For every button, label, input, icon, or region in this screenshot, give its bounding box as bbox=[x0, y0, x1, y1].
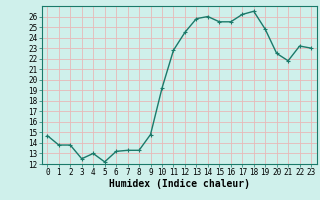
X-axis label: Humidex (Indice chaleur): Humidex (Indice chaleur) bbox=[109, 179, 250, 189]
